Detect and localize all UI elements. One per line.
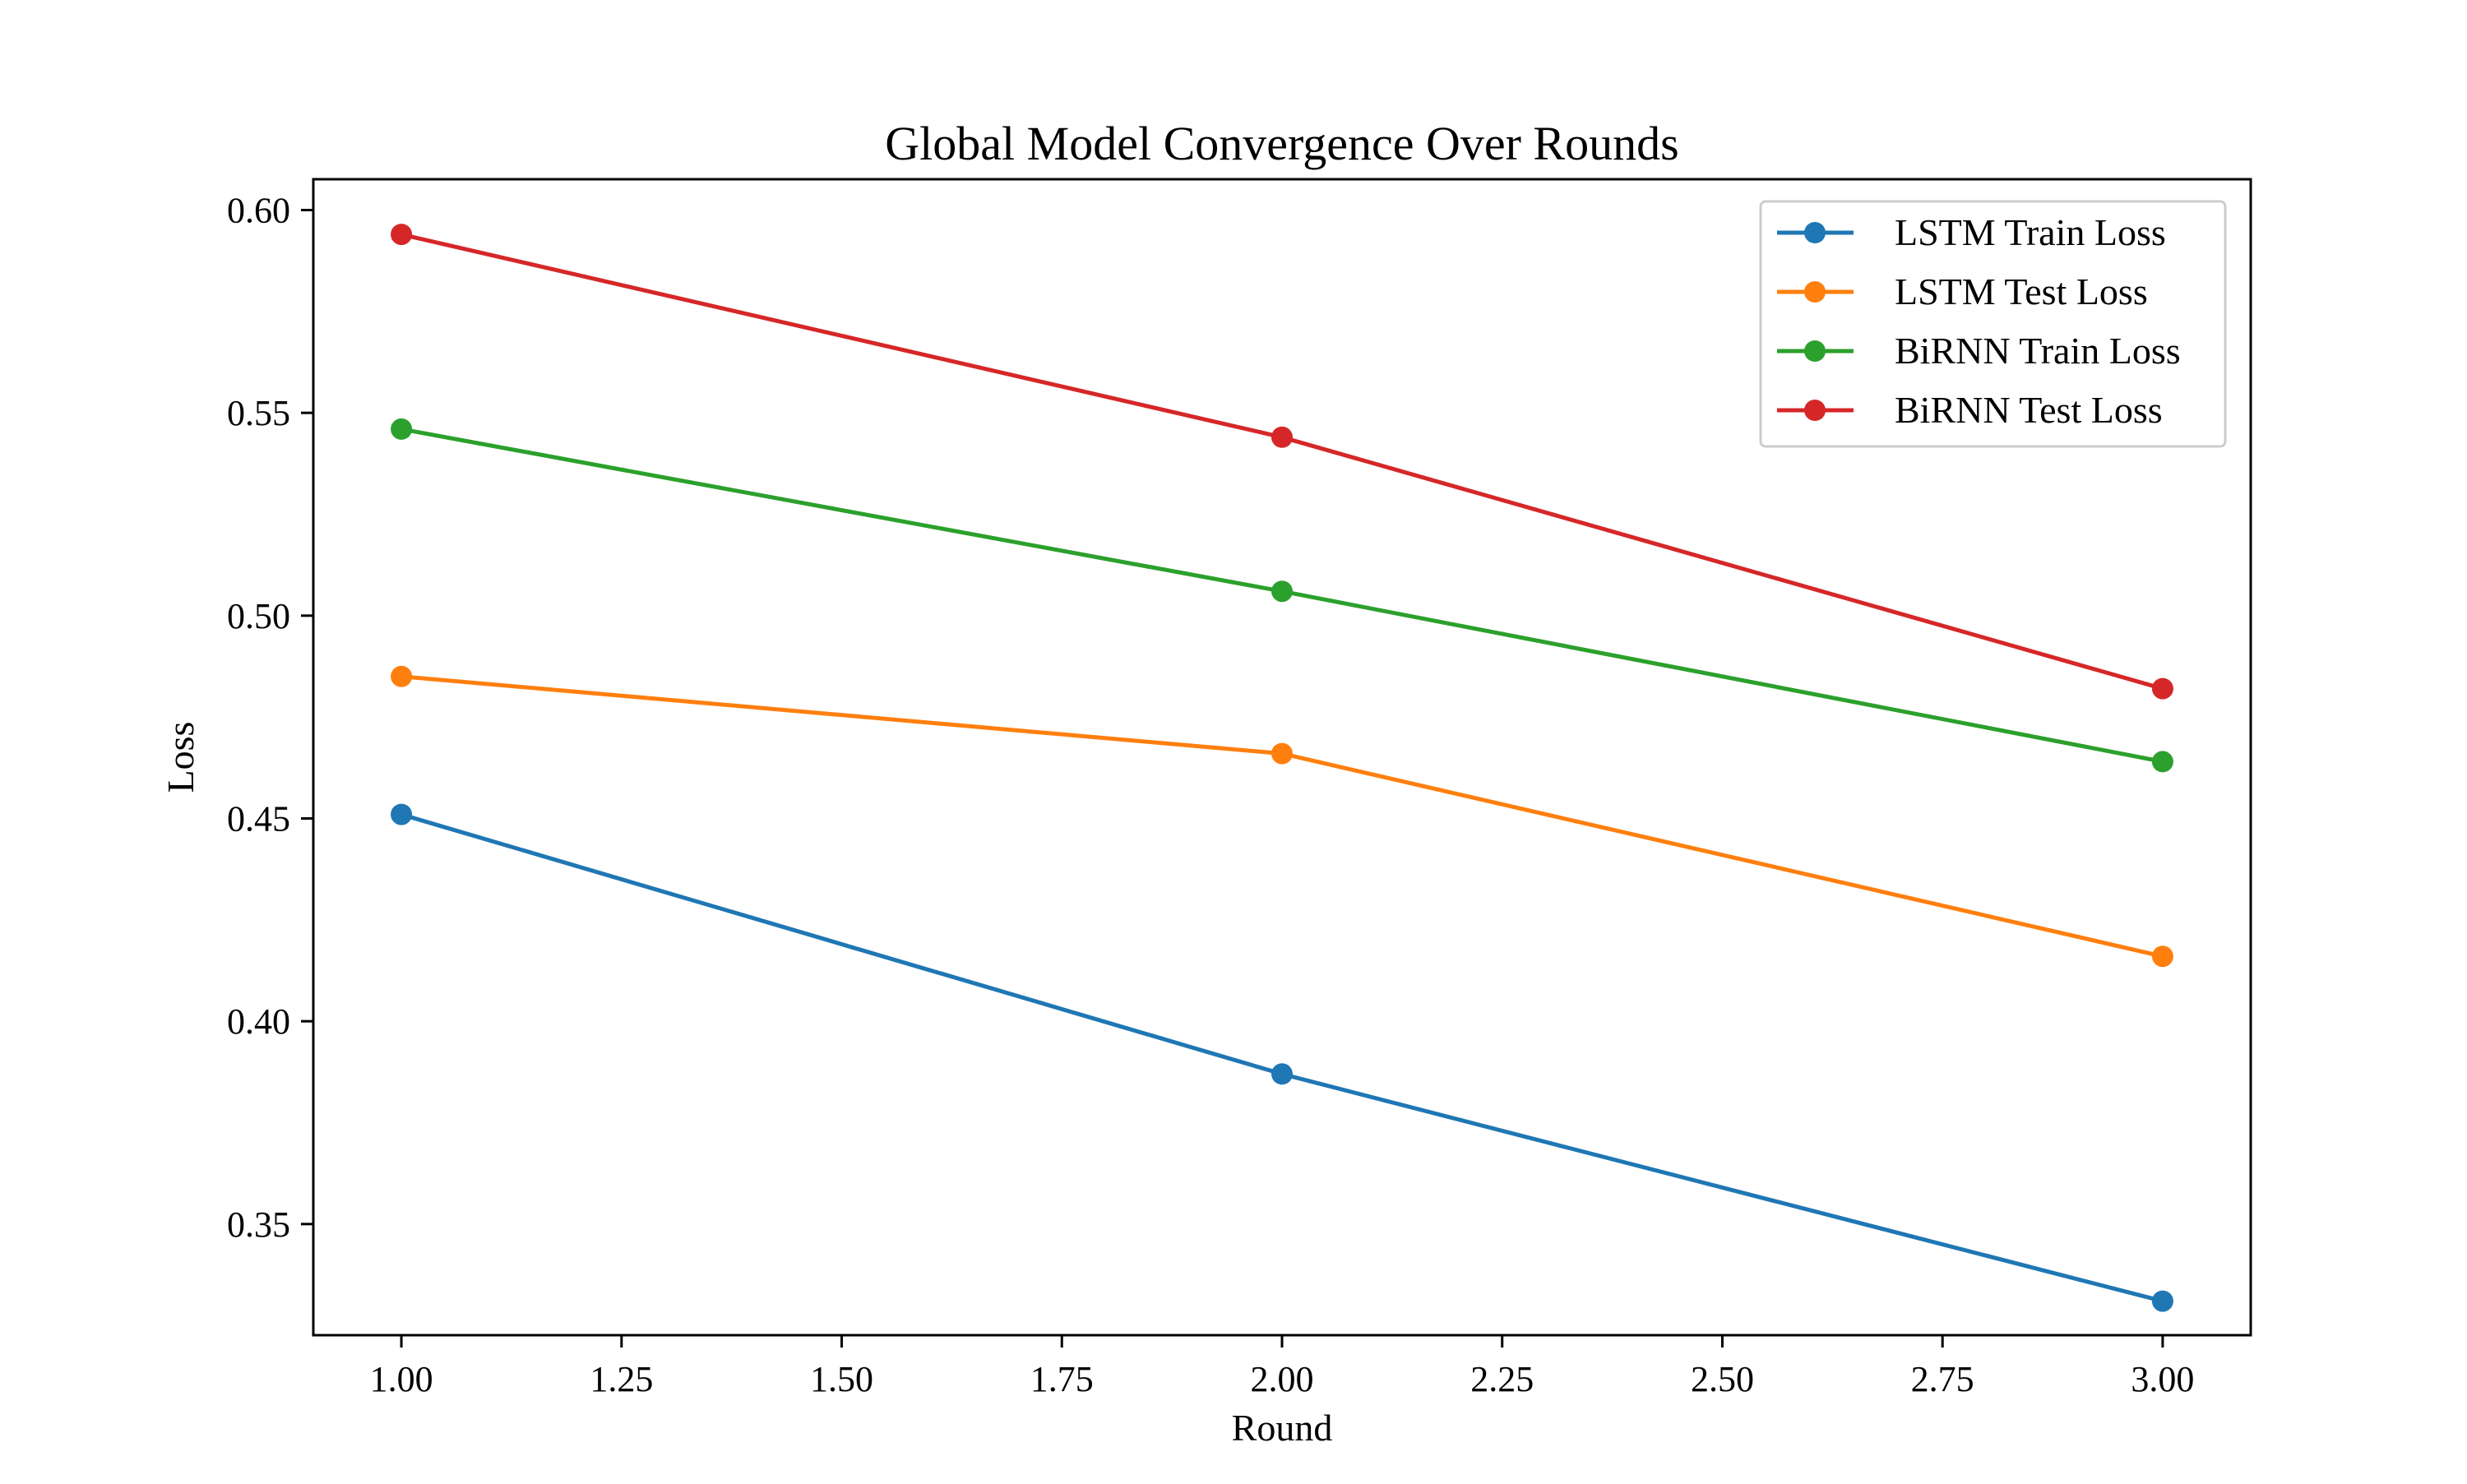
y-axis-label: Loss <box>160 722 201 793</box>
legend-swatch-marker <box>1804 281 1826 303</box>
legend-item: LSTM Train Loss <box>1777 211 2166 253</box>
legend-item: BiRNN Test Loss <box>1777 389 2163 431</box>
x-tick-label: 2.50 <box>1691 1359 1754 1399</box>
legend-swatch-marker <box>1804 340 1826 362</box>
data-point <box>2151 677 2173 700</box>
x-axis-label: Round <box>1232 1407 1333 1449</box>
data-point <box>2151 751 2173 773</box>
data-point <box>391 803 413 825</box>
legend-item: LSTM Test Loss <box>1777 270 2148 312</box>
series-2 <box>391 665 2173 968</box>
series-layer <box>391 224 2173 1312</box>
x-axis: 1.00 1.25 1.50 1.75 2.00 2.25 2.50 2.75 3.00 <box>370 1335 2194 1399</box>
legend-item: BiRNN Train Loss <box>1777 330 2181 372</box>
legend-swatch-marker <box>1804 400 1826 421</box>
legend-label: BiRNN Train Loss <box>1895 330 2181 372</box>
series-1 <box>391 803 2173 1312</box>
legend-swatch-marker <box>1804 222 1826 243</box>
data-point <box>391 224 413 246</box>
data-point <box>2151 945 2173 968</box>
data-point <box>2151 1290 2173 1312</box>
y-tick-label: 0.50 <box>227 596 290 636</box>
x-tick-label: 1.00 <box>370 1359 433 1399</box>
y-tick-label: 0.35 <box>227 1204 290 1245</box>
data-point <box>1271 580 1293 603</box>
x-tick-label: 1.50 <box>810 1359 873 1399</box>
legend-label: LSTM Train Loss <box>1895 211 2166 253</box>
y-tick-label: 0.60 <box>227 190 290 230</box>
y-tick-label: 0.55 <box>227 393 290 433</box>
data-point <box>391 418 413 440</box>
y-tick-label: 0.45 <box>227 798 290 839</box>
axes-layer: 1.00 1.25 1.50 1.75 2.00 2.25 2.50 2.75 3.00 0.35… <box>227 178 2252 1399</box>
legend-label: LSTM Test Loss <box>1895 270 2148 312</box>
series-3 <box>391 418 2173 773</box>
y-tick-label: 0.40 <box>227 1001 290 1042</box>
x-tick-label: 3.00 <box>2131 1359 2194 1399</box>
data-point <box>1271 1063 1293 1085</box>
data-point <box>391 665 413 687</box>
data-point <box>1271 742 1293 765</box>
legend-label: BiRNN Test Loss <box>1895 389 2163 431</box>
x-tick-label: 2.25 <box>1470 1359 1534 1399</box>
x-tick-label: 2.00 <box>1251 1359 1314 1399</box>
x-tick-label: 1.25 <box>590 1359 653 1399</box>
legend: LSTM Train Loss LSTM Test Loss BiRNN Train… <box>1759 200 2227 448</box>
legend-frame <box>1759 200 2227 448</box>
x-tick-label: 1.75 <box>1030 1359 1094 1399</box>
chart-title: Global Model Convergence Over Rounds <box>885 117 1678 170</box>
data-point <box>1271 426 1293 448</box>
series-4 <box>391 224 2173 700</box>
y-axis: 0.35 0.40 0.45 0.50 0.55 0.60 <box>227 190 313 1245</box>
x-tick-label: 2.75 <box>1911 1359 1974 1399</box>
